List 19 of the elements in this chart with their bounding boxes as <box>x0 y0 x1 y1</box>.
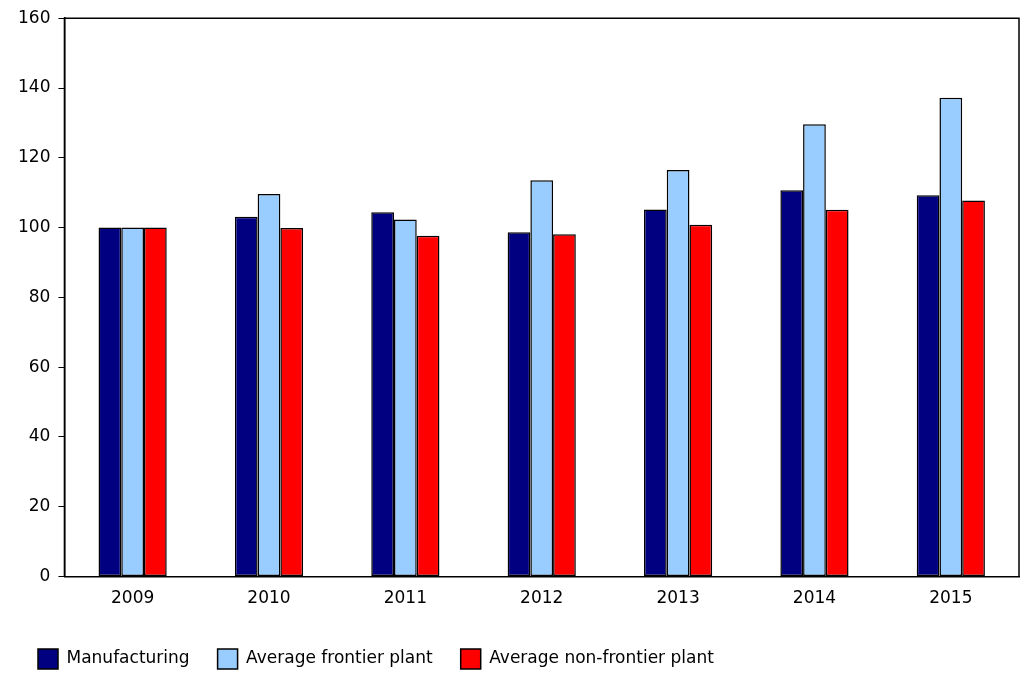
y-tick-label: 80 <box>28 285 51 306</box>
x-tick-label: 2012 <box>520 587 564 608</box>
x-tick-label: 2011 <box>383 587 427 608</box>
y-tick-label: 120 <box>17 146 51 167</box>
legend-label: Average frontier plant <box>246 647 434 668</box>
y-tick-label: 0 <box>39 565 51 586</box>
x-tick-label: 2013 <box>656 587 700 608</box>
y-tick-label: 160 <box>17 6 51 27</box>
x-tick-label: 2015 <box>929 587 973 608</box>
y-tick-label: 20 <box>28 495 51 516</box>
x-tick-label: 2014 <box>792 587 837 608</box>
legend-label: Manufacturing <box>66 647 190 668</box>
y-tick-label: 60 <box>28 355 51 376</box>
y-tick-label: 40 <box>28 425 51 446</box>
legend-label: Average non-frontier plant <box>489 647 715 668</box>
x-tick-label: 2010 <box>247 587 291 608</box>
x-tick-label: 2009 <box>111 587 155 608</box>
y-tick-label: 100 <box>17 216 51 237</box>
y-tick-label: 140 <box>17 76 51 97</box>
